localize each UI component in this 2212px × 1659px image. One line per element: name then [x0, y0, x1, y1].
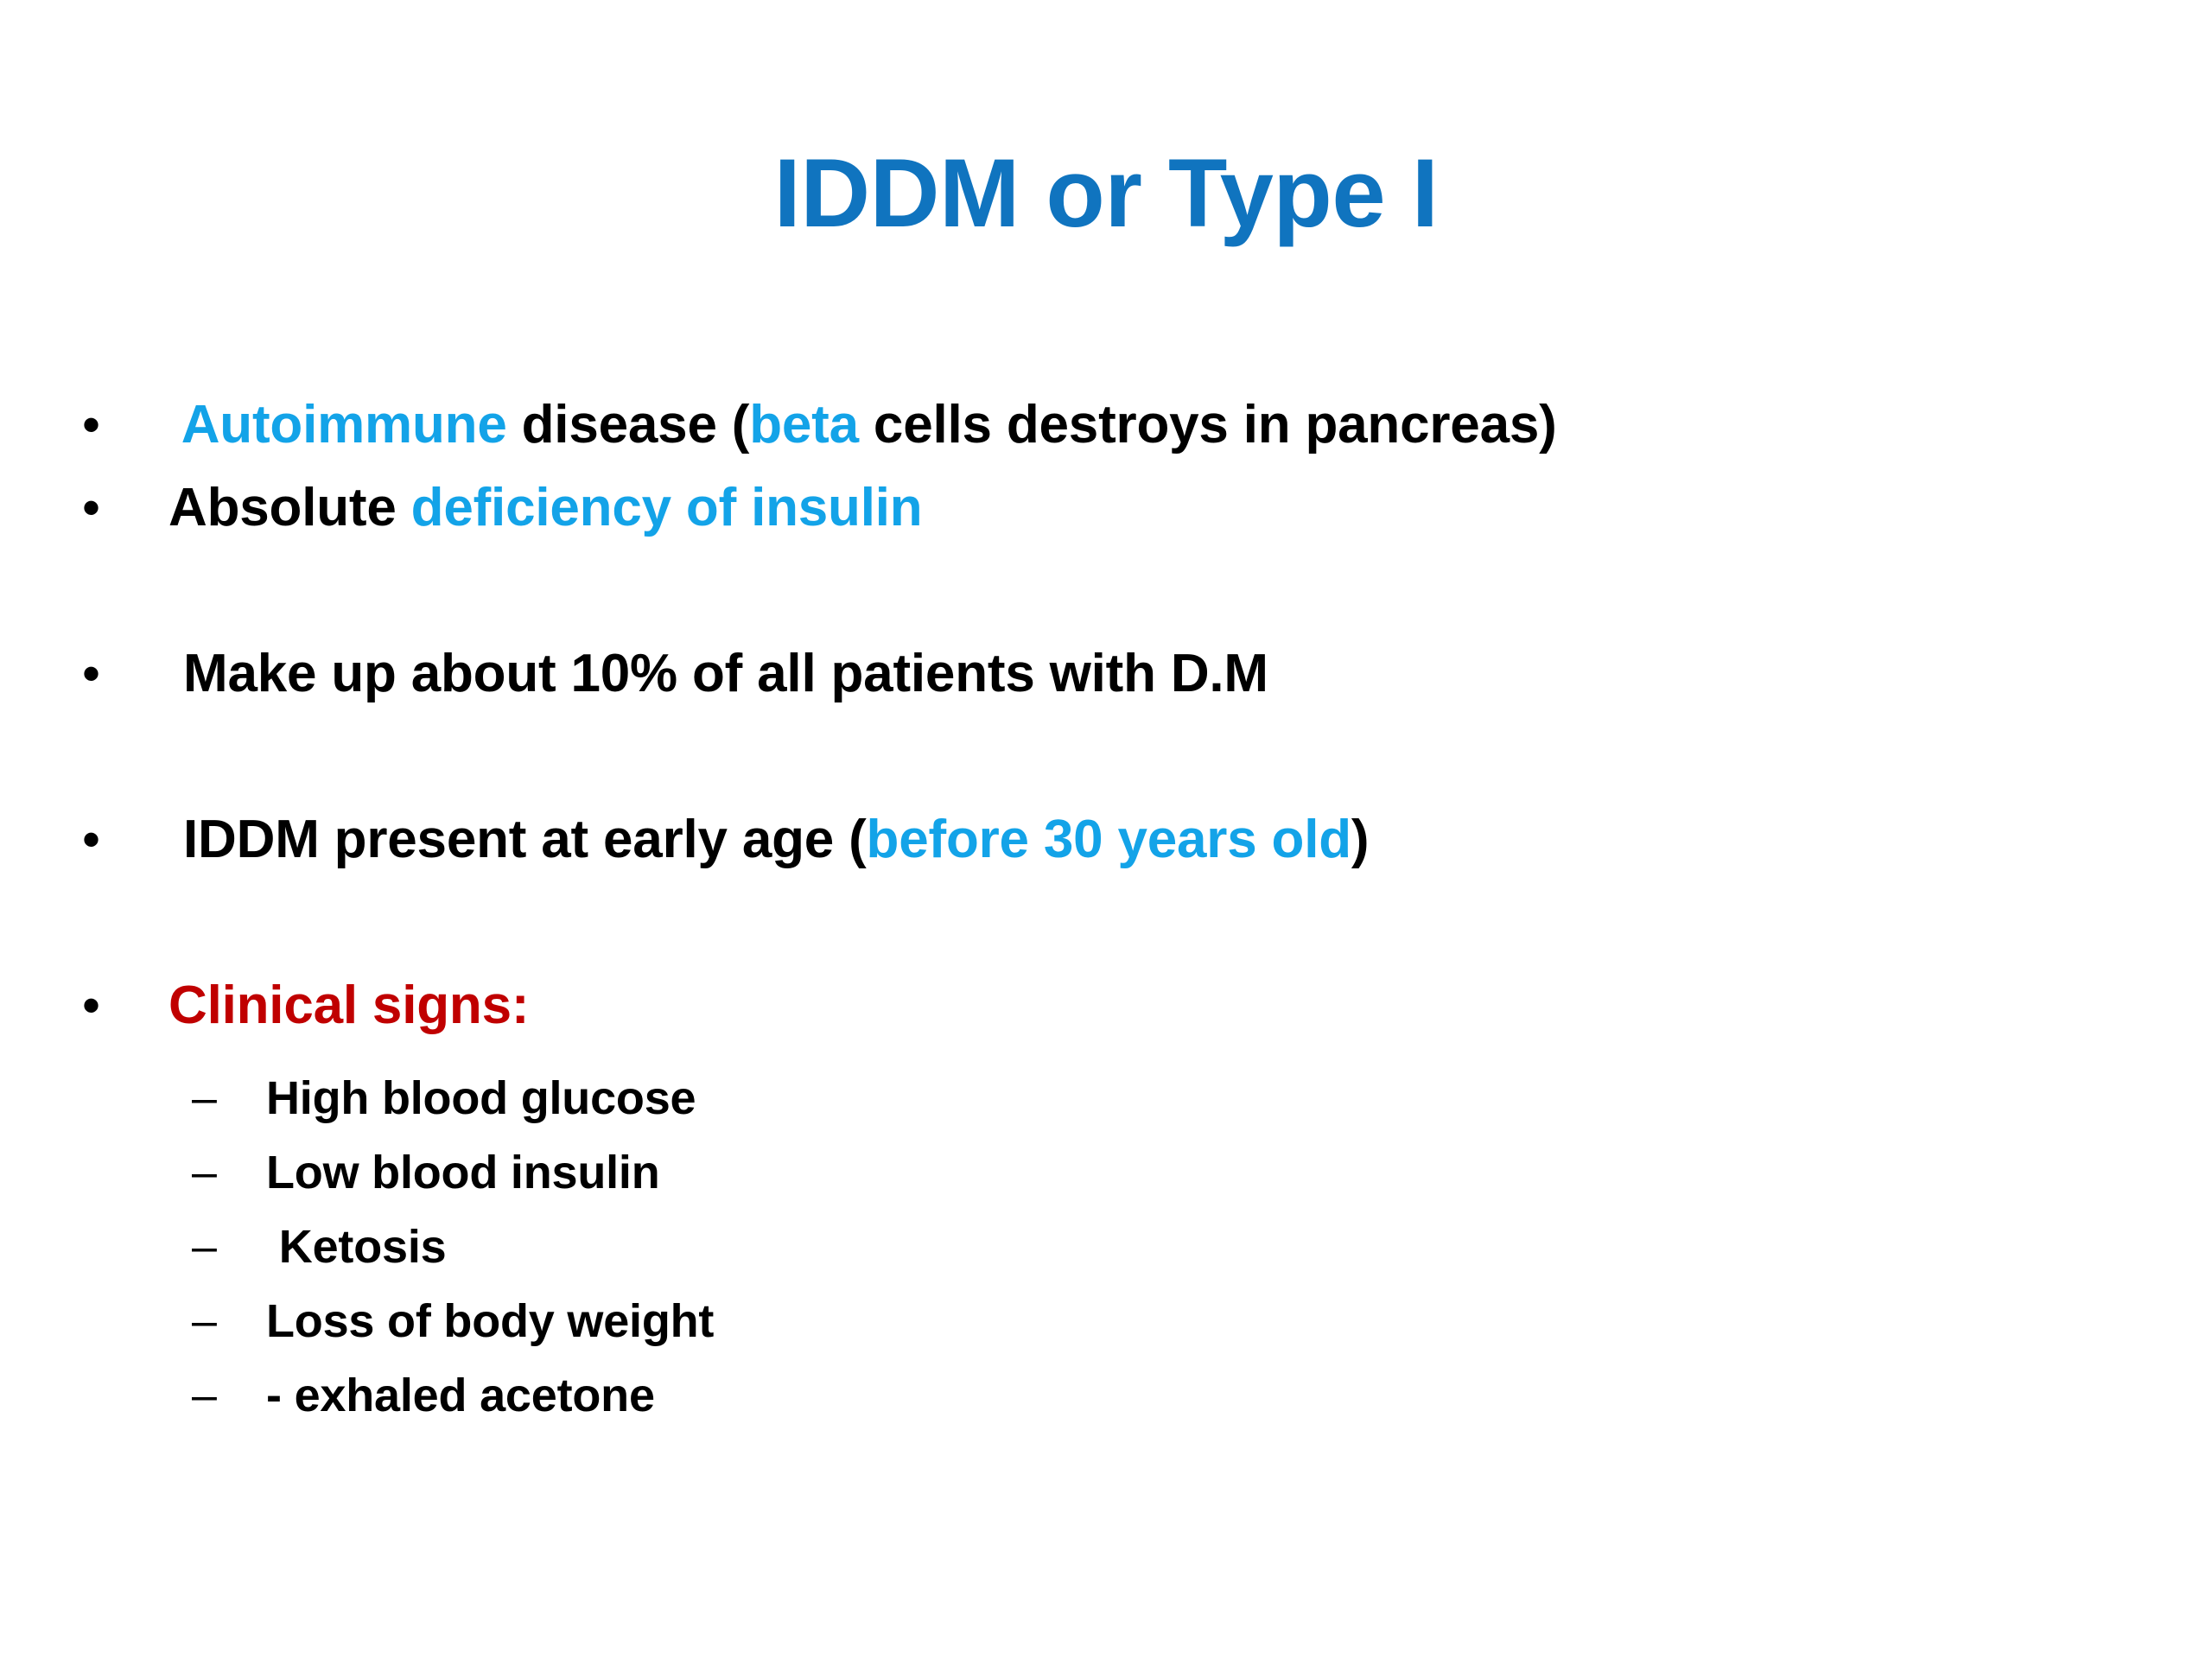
sub-bullet-exhaled-acetone: – - exhaled acetone — [0, 1358, 2212, 1433]
sub-bullet-label: Low blood insulin — [266, 1147, 660, 1198]
bullet-item-absolute-deficiency: • Absolute deficiency of insulin — [0, 470, 2212, 553]
text-run: disease ( — [506, 395, 750, 454]
slide-title-block: IDDM or Type I — [0, 137, 2212, 251]
dash-marker-icon: – — [192, 1222, 217, 1272]
bullet-text-clinical-signs: Clinical signs: — [168, 968, 2212, 1044]
bullet-marker-icon: • — [82, 396, 101, 454]
bullet-marker-icon: • — [82, 645, 101, 702]
text-run: cells destroys in pancreas) — [858, 395, 1557, 454]
page-title: IDDM or Type I — [773, 139, 1439, 247]
sub-bullet-label: - exhaled acetone — [266, 1370, 655, 1421]
text-run: Autoimmune — [181, 395, 507, 454]
text-run: Make up about 10% of all patients with D… — [168, 644, 1268, 703]
sub-bullet-low-blood-insulin: – Low blood insulin — [0, 1135, 2212, 1210]
dash-marker-icon: – — [192, 1296, 217, 1346]
bullet-marker-icon: • — [82, 976, 101, 1034]
sub-bullet-high-blood-glucose: – High blood glucose — [0, 1061, 2212, 1135]
text-run: beta — [749, 395, 859, 454]
dash-marker-icon: – — [192, 1370, 217, 1421]
text-run: IDDM present at early age ( — [168, 810, 867, 869]
bullet-marker-icon: • — [82, 810, 101, 868]
sub-bullet-label: High blood glucose — [266, 1072, 696, 1124]
text-run: ) — [1351, 810, 1370, 869]
text-run — [168, 395, 181, 454]
bullet-text-absolute-deficiency: Absolute deficiency of insulin — [168, 470, 2212, 546]
sub-bullet-label: Ketosis — [266, 1221, 447, 1273]
dash-marker-icon: – — [192, 1073, 217, 1123]
bullet-text-prevalence: Make up about 10% of all patients with D… — [168, 636, 2212, 712]
bullet-item-onset-age: • IDDM present at early age (before 30 y… — [0, 802, 2212, 885]
bullet-item-prevalence: • Make up about 10% of all patients with… — [0, 636, 2212, 719]
text-run: before 30 years old — [866, 810, 1352, 869]
bullet-item-autoimmune: • Autoimmune disease (beta cells destroy… — [0, 387, 2212, 470]
bullet-item-clinical-signs: • Clinical signs: — [0, 968, 2212, 1051]
clinical-signs-sublist: – High blood glucose – Low blood insulin… — [0, 1061, 2212, 1433]
slide-body: • Autoimmune disease (beta cells destroy… — [0, 387, 2212, 1433]
text-run: Absolute — [168, 478, 411, 537]
bullet-marker-icon: • — [82, 479, 101, 537]
sub-bullet-ketosis: – Ketosis — [0, 1210, 2212, 1284]
sub-bullet-label: Loss of body weight — [266, 1295, 715, 1347]
bullet-text-autoimmune: Autoimmune disease (beta cells destroys … — [168, 387, 2212, 463]
bullet-text-onset-age: IDDM present at early age (before 30 yea… — [168, 802, 2212, 878]
sub-bullet-loss-of-body-weight: – Loss of body weight — [0, 1284, 2212, 1358]
text-run: Clinical signs: — [168, 976, 530, 1035]
dash-marker-icon: – — [192, 1147, 217, 1198]
text-run: deficiency of insulin — [410, 478, 923, 537]
